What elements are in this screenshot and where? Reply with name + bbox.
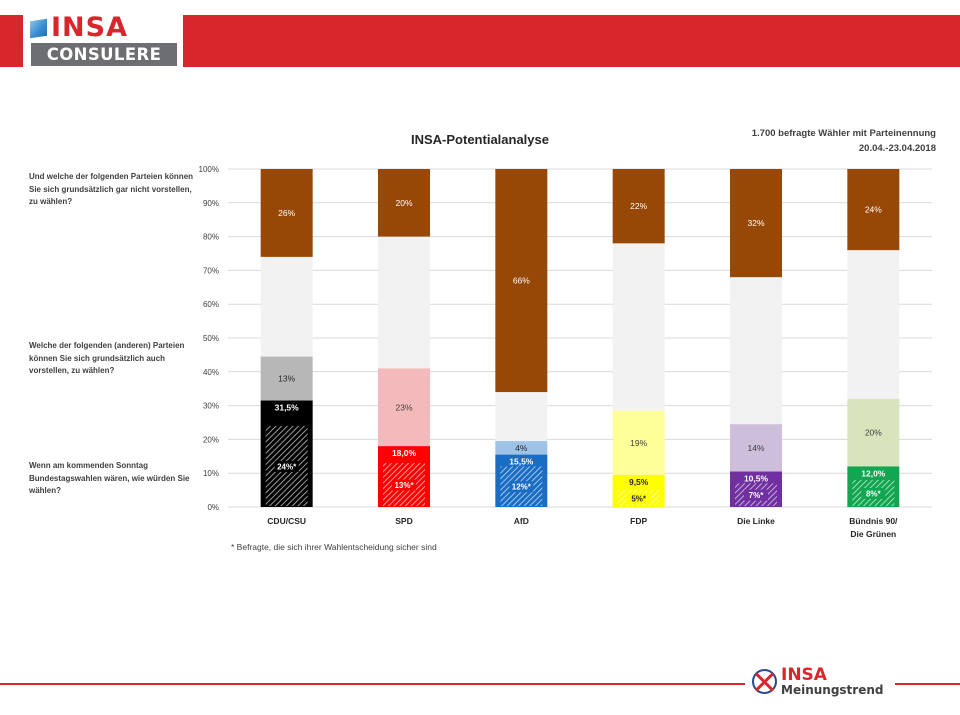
y-tick-label: 60% xyxy=(203,300,219,309)
bar-remainder xyxy=(847,250,900,399)
logo-insa-wordmark: INSA xyxy=(30,14,128,42)
y-tick-label: 10% xyxy=(203,469,219,478)
category-label: FDP xyxy=(630,516,647,526)
question-could-vote: Welche der folgenden (anderen) Parteien … xyxy=(29,341,185,375)
bar-remainder xyxy=(612,243,665,411)
footer-brand-sub: Meinungstrend xyxy=(781,682,884,697)
certain-label: 24%* xyxy=(277,462,297,471)
bar-not-vote xyxy=(730,169,782,278)
certain-label-bg xyxy=(861,487,886,499)
bar-not-vote xyxy=(495,169,548,393)
bar-remainder xyxy=(495,392,548,442)
certain-label: 5%* xyxy=(631,495,647,504)
y-tick-label: 90% xyxy=(203,199,219,208)
could-label: 19% xyxy=(630,438,647,448)
certain-label: 8%* xyxy=(866,489,882,498)
category-label-line2: Die Grünen xyxy=(850,529,896,539)
y-tick-label: 20% xyxy=(203,435,219,444)
could-label: 4% xyxy=(515,443,528,453)
category-label: CDU/CSU xyxy=(267,516,306,526)
could-label: 23% xyxy=(395,402,412,412)
chart-title: INSA-Potentialanalyse xyxy=(411,132,549,147)
footer-line xyxy=(0,683,745,685)
certain-label: 12%* xyxy=(512,483,532,492)
y-tick-label: 30% xyxy=(203,402,219,411)
category-label: Bündnis 90/ xyxy=(849,516,898,526)
not-label: 66% xyxy=(513,276,530,286)
footer-brand-insa: INSA xyxy=(781,664,827,685)
certain-label: 7%* xyxy=(749,491,765,500)
bar-remainder xyxy=(378,236,430,369)
certain-label: 13%* xyxy=(394,481,414,490)
not-label: 20% xyxy=(395,198,412,208)
logo-insa-text: INSA xyxy=(51,12,128,43)
vote-label: 31,5% xyxy=(275,403,300,413)
could-label: 13% xyxy=(278,374,295,384)
bar-could-vote xyxy=(612,410,665,475)
bar-could-vote xyxy=(847,398,900,467)
sample-info: 1.700 befragte Wähler mit Parteinennung … xyxy=(752,126,936,156)
footnote: * Befragte, die sich ihrer Wahlentscheid… xyxy=(231,542,437,552)
bar-not-vote xyxy=(260,169,313,257)
certain-label-bg xyxy=(626,493,651,505)
bar-could-vote xyxy=(260,356,313,401)
bar-remainder xyxy=(730,277,782,425)
vote-label: 18,0% xyxy=(392,448,417,458)
y-tick-label: 100% xyxy=(199,165,219,174)
y-tick-label: 80% xyxy=(203,233,219,242)
category-label: Die Linke xyxy=(737,516,775,526)
y-tick-label: 0% xyxy=(207,503,219,512)
footer-line-right xyxy=(895,683,960,685)
vote-label: 9,5% xyxy=(629,477,649,487)
certain-label-bg xyxy=(274,460,299,472)
question-sunday-vote: Wenn am kommenden Sonntag Bundestagswahl… xyxy=(29,461,190,495)
bar-not-vote xyxy=(847,169,900,251)
logo-consulere-text: CONSULERE xyxy=(31,43,177,66)
sample-info-line2: 20.04.-23.04.2018 xyxy=(858,143,936,154)
not-label: 24% xyxy=(865,205,882,215)
vote-label: 12,0% xyxy=(861,468,886,478)
bar-could-vote xyxy=(730,424,782,472)
y-tick-label: 50% xyxy=(203,334,219,343)
vote-label: 10,5% xyxy=(744,474,769,484)
not-label: 32% xyxy=(747,218,764,228)
category-label: AfD xyxy=(514,516,529,526)
bar-could-vote xyxy=(495,441,548,455)
y-tick-label: 40% xyxy=(203,368,219,377)
bar-not-vote xyxy=(612,169,665,244)
vote-label: 15,5% xyxy=(509,457,534,467)
insa-meinungstrend-logo: INSA Meinungstrend xyxy=(752,664,883,698)
certain-label-bg xyxy=(744,489,768,501)
y-tick-label: 70% xyxy=(203,266,219,275)
could-label: 20% xyxy=(865,428,882,438)
certain-label-bg xyxy=(509,481,534,493)
bar-could-vote xyxy=(378,368,430,447)
not-label: 26% xyxy=(278,208,295,218)
bar-remainder xyxy=(260,256,313,357)
not-label: 22% xyxy=(630,201,647,211)
could-label: 14% xyxy=(747,443,764,453)
category-label: SPD xyxy=(395,516,412,526)
sample-info-line1: 1.700 befragte Wähler mit Parteinennung xyxy=(751,128,936,139)
cross-circle-icon xyxy=(752,668,777,694)
question-not-vote: Und welche der folgenden Parteien können… xyxy=(29,172,194,206)
bar-not-vote xyxy=(378,169,430,237)
certain-label-bg xyxy=(392,479,416,491)
